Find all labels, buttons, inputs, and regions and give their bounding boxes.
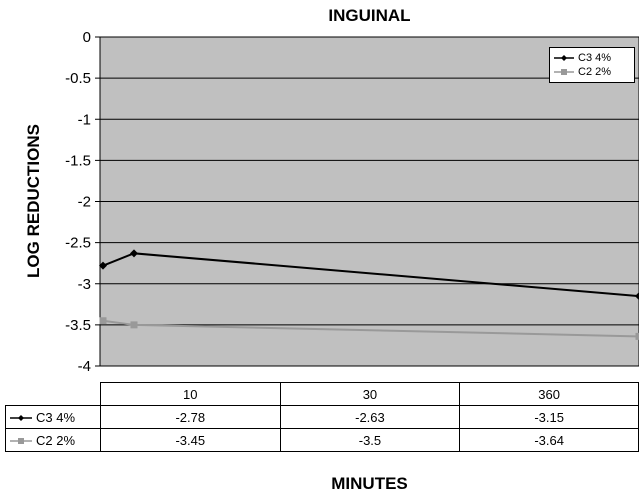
y-tick-label: -2 <box>78 194 91 211</box>
square-icon <box>10 438 32 445</box>
data-point <box>130 321 138 329</box>
diamond-icon <box>10 415 32 422</box>
table-row-c3: C3 4% -2.78 -2.63 -3.15 <box>5 405 639 429</box>
series-lines <box>99 249 639 340</box>
table-cell-c2-30: -3.5 <box>279 428 461 452</box>
data-point <box>635 292 639 301</box>
table-row-c2: C2 2% -3.45 -3.5 -3.64 <box>5 428 639 452</box>
line-chart: 0 -0.5 -1 -1.5 -2 -2.5 -3 -3.5 -4 <box>65 29 639 375</box>
y-tick-label: -0.5 <box>65 70 91 87</box>
table-label-c3: C3 4% <box>36 409 76 425</box>
data-point <box>635 332 639 340</box>
table-cell-c3-10: -2.78 <box>99 405 281 429</box>
table-label-c2: C2 2% <box>36 432 76 448</box>
legend: C3 4% C2 2% <box>549 47 635 83</box>
y-tick-label: -4 <box>78 358 91 375</box>
table-header-row: 10 30 360 <box>5 382 639 406</box>
y-tick-label: -1 <box>78 111 91 128</box>
x-axis-label: MINUTES <box>331 474 408 493</box>
chart-title: INGUINAL <box>328 6 411 25</box>
y-tick-label: -2.5 <box>65 235 91 252</box>
legend-square-icon <box>554 69 574 75</box>
legend-diamond-icon <box>554 55 574 61</box>
table-series-label-c3: C3 4% <box>5 405 101 429</box>
data-point <box>130 249 138 258</box>
y-tick-label: 0 <box>83 29 91 46</box>
table-corner <box>5 382 101 406</box>
table-cell-c2-360: -3.64 <box>459 428 639 452</box>
table-cell-c3-30: -2.63 <box>279 405 461 429</box>
y-axis-ticks: 0 -0.5 -1 -1.5 -2 -2.5 -3 -3.5 -4 <box>65 29 100 375</box>
table-series-label-c2: C2 2% <box>5 428 101 452</box>
y-tick-label: -3 <box>78 276 91 293</box>
table-header-30: 30 <box>279 382 461 406</box>
y-tick-label: -3.5 <box>65 317 91 334</box>
legend-label-c3: C3 4% <box>578 52 612 64</box>
data-table: 10 30 360 C3 4% -2.78 -2.63 -3.15 C2 2% … <box>5 382 639 452</box>
legend-label-c2: C2 2% <box>578 66 612 78</box>
table-header-10: 10 <box>99 382 281 406</box>
legend-item-c3: C3 4% <box>554 51 630 65</box>
table-header-360: 360 <box>459 382 639 406</box>
data-point <box>99 261 107 270</box>
legend-item-c2: C2 2% <box>554 65 630 79</box>
table-cell-c3-360: -3.15 <box>459 405 639 429</box>
table-cell-c2-10: -3.45 <box>99 428 281 452</box>
data-point <box>99 317 107 325</box>
y-tick-label: -1.5 <box>65 152 91 169</box>
